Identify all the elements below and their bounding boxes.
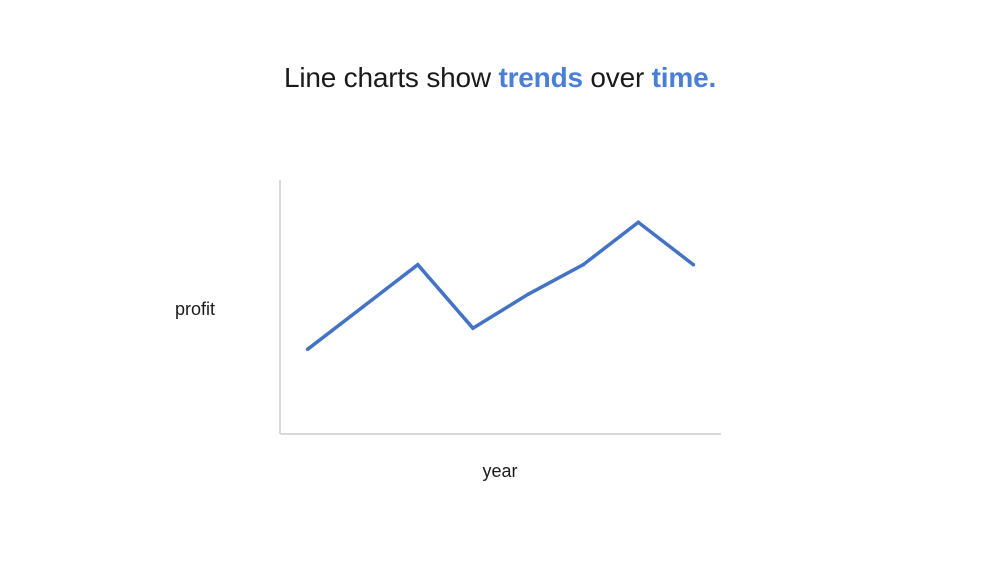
title-highlight-trends: trends bbox=[498, 62, 583, 93]
data-point-4 bbox=[471, 326, 475, 330]
slide-title: Line charts show trends over time. bbox=[0, 58, 1000, 98]
data-point-5 bbox=[526, 292, 530, 297]
x-axis-label: year bbox=[482, 461, 518, 481]
y-axis-label: profit bbox=[174, 299, 216, 319]
profit-series-line bbox=[306, 220, 695, 351]
data-point-7 bbox=[636, 220, 641, 225]
data-point-1 bbox=[305, 347, 310, 352]
title-highlight-time: time. bbox=[651, 62, 717, 93]
title-part-2: over bbox=[582, 62, 652, 93]
data-point-2 bbox=[360, 305, 365, 309]
data-points bbox=[305, 220, 696, 352]
data-point-3 bbox=[416, 262, 420, 267]
data-point-8 bbox=[691, 262, 696, 267]
title-part-1: Line charts show bbox=[283, 62, 499, 93]
data-point-6 bbox=[581, 262, 585, 267]
